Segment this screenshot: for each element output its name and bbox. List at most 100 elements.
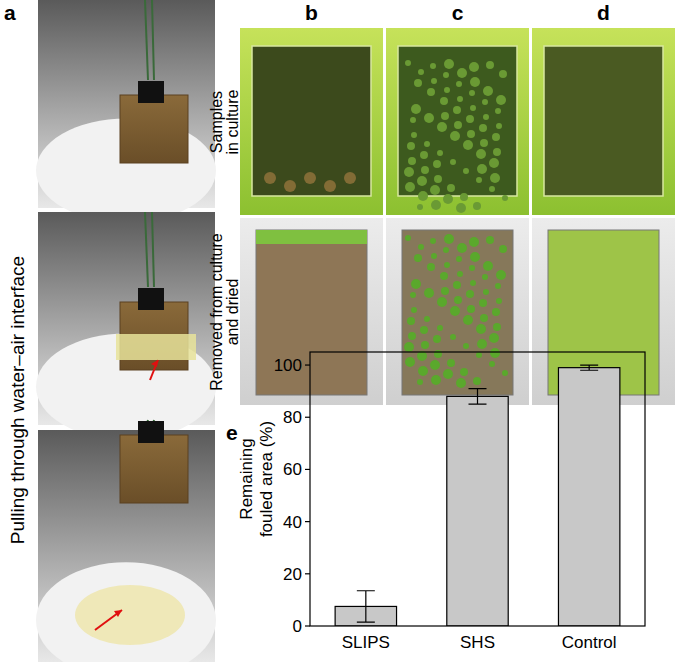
fouling bbox=[457, 68, 467, 78]
sample bbox=[120, 435, 188, 503]
fouling bbox=[470, 252, 480, 262]
fouling bbox=[479, 299, 487, 307]
fouling bbox=[424, 113, 434, 123]
fouling bbox=[450, 131, 460, 141]
fouling bbox=[437, 297, 447, 307]
fouling bbox=[447, 359, 455, 367]
fouling bbox=[456, 203, 466, 213]
fouling bbox=[463, 168, 469, 174]
x-tick-label: SHS bbox=[460, 633, 495, 652]
row-label: and dried bbox=[224, 279, 241, 346]
fouling bbox=[418, 366, 428, 376]
fouling bbox=[499, 245, 507, 253]
y-tick-label: 40 bbox=[283, 513, 302, 532]
arrow bbox=[150, 360, 158, 380]
fouling bbox=[411, 307, 417, 313]
fouling bbox=[431, 200, 441, 210]
bar bbox=[447, 396, 508, 626]
panel-label: a bbox=[4, 1, 16, 24]
y-tick-label: 100 bbox=[274, 356, 302, 375]
fouling bbox=[502, 195, 508, 201]
fouling bbox=[476, 149, 486, 159]
fouling bbox=[441, 287, 449, 295]
fouling bbox=[456, 256, 462, 262]
error-bar bbox=[357, 591, 375, 622]
plot-frame bbox=[310, 352, 645, 626]
fouling bbox=[453, 106, 461, 114]
x-tick-label: Control bbox=[562, 633, 617, 652]
fouling bbox=[495, 108, 501, 114]
fouling bbox=[407, 142, 415, 150]
fouling bbox=[405, 357, 415, 367]
fouling bbox=[469, 62, 479, 72]
fouling bbox=[469, 90, 475, 96]
y-tick-label: 60 bbox=[283, 460, 302, 479]
bars bbox=[335, 365, 620, 626]
fouling bbox=[256, 230, 367, 244]
x-tick-label: SLIPS bbox=[342, 633, 390, 652]
arrowhead bbox=[114, 610, 122, 617]
fouling bbox=[490, 173, 500, 183]
fouling bbox=[502, 370, 508, 376]
fouling bbox=[444, 59, 454, 69]
fouling bbox=[450, 334, 456, 340]
fouling bbox=[420, 326, 428, 334]
photo bbox=[36, 0, 216, 223]
fouling bbox=[483, 261, 493, 271]
fouling bbox=[450, 159, 456, 165]
fouling bbox=[424, 316, 430, 322]
photo bbox=[532, 28, 675, 215]
culture-background bbox=[240, 28, 383, 215]
fouling bbox=[495, 283, 501, 289]
fouling bbox=[407, 317, 415, 325]
fouling bbox=[418, 244, 424, 250]
y-tick bbox=[305, 521, 310, 522]
spot bbox=[304, 172, 316, 184]
fouling bbox=[405, 182, 415, 192]
photo bbox=[240, 28, 383, 215]
fouling bbox=[408, 157, 416, 165]
fouling bbox=[414, 79, 422, 87]
fouling bbox=[492, 133, 500, 141]
fouling bbox=[469, 237, 479, 247]
fouling bbox=[430, 238, 436, 244]
y-tick bbox=[305, 364, 310, 365]
fouling bbox=[437, 150, 443, 156]
fouling bbox=[434, 175, 442, 183]
fouling bbox=[486, 61, 494, 69]
fouling bbox=[496, 95, 506, 105]
fouling bbox=[470, 77, 480, 87]
fouling bbox=[437, 325, 443, 331]
culture-background bbox=[532, 28, 675, 215]
sample bbox=[120, 95, 188, 163]
fouling bbox=[405, 60, 411, 66]
fouling bbox=[476, 352, 482, 358]
fouling bbox=[430, 185, 440, 195]
fouling bbox=[466, 290, 474, 298]
fouling bbox=[456, 81, 462, 87]
y-tick bbox=[305, 469, 310, 470]
fouling bbox=[433, 160, 441, 168]
spot bbox=[324, 180, 336, 192]
fouling bbox=[477, 164, 487, 174]
fouling bbox=[420, 151, 428, 159]
film bbox=[116, 334, 196, 360]
fouling bbox=[460, 368, 468, 376]
sample-in-culture bbox=[544, 46, 663, 196]
sample-in-culture bbox=[252, 46, 371, 196]
fouling bbox=[482, 274, 488, 280]
fouling bbox=[444, 262, 450, 268]
fouling bbox=[496, 270, 506, 280]
fouling bbox=[463, 315, 473, 325]
fouling bbox=[450, 306, 460, 316]
fouling bbox=[411, 104, 421, 114]
wire bbox=[145, 212, 154, 287]
fouling bbox=[408, 332, 416, 340]
fouling bbox=[482, 99, 488, 105]
fouling bbox=[473, 202, 481, 210]
fouling bbox=[440, 272, 448, 280]
dried-background bbox=[240, 218, 383, 405]
y-tick-label: 0 bbox=[293, 617, 302, 636]
fouling bbox=[414, 254, 422, 262]
y-tick bbox=[305, 625, 310, 626]
